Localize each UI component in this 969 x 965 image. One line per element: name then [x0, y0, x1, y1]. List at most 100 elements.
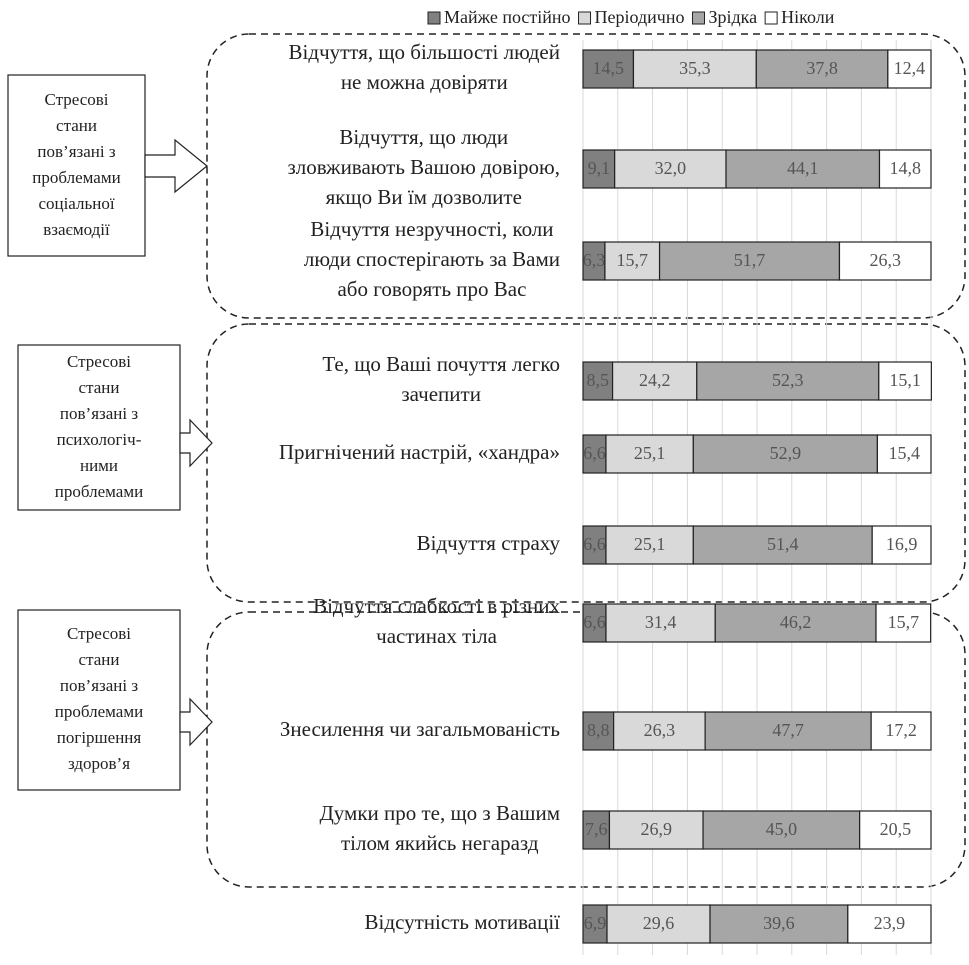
value-label: 24,2: [639, 370, 671, 390]
group-label-line: проблемами: [32, 168, 120, 187]
value-label: 46,2: [780, 612, 812, 632]
group-region: [206, 33, 966, 319]
category-label-line: Відчуття незручності, коли: [310, 217, 553, 241]
arrow: [179, 697, 213, 747]
legend-swatch: [427, 11, 441, 25]
value-label: 6,9: [584, 913, 607, 933]
category-label: Відчуття, що більшості людей не можна дов…: [289, 40, 560, 94]
bar-segment: [871, 525, 932, 565]
value-label: 20,5: [880, 819, 912, 839]
bar-segment: [755, 49, 889, 89]
value-label: 32,0: [655, 158, 687, 178]
category-label-line: зловживають Вашою довірою,: [287, 155, 560, 179]
category-label-line: Відчуття, що люди: [339, 125, 508, 149]
category-label-line: Відчуття страху: [417, 531, 561, 555]
group-label-line: Стресові: [67, 352, 131, 371]
group-box: [17, 609, 181, 791]
value-label: 9,1: [588, 158, 611, 178]
group-label-line: Стресові: [67, 624, 131, 643]
legend-label: Періодично: [595, 7, 685, 27]
bar-segment: [613, 711, 706, 751]
bar-segment: [847, 904, 932, 944]
category-label: Відчуття незручності, коли люди спостеріг…: [304, 217, 560, 301]
category-label-line: люди спостерігають за Вами: [304, 247, 560, 271]
bar-segment: [725, 149, 881, 189]
value-label: 14,8: [889, 158, 921, 178]
bar-segment: [838, 241, 932, 281]
value-label: 25,1: [634, 443, 666, 463]
category-label: Пригнічений настрій, «хандра»: [279, 440, 560, 464]
group-boxes: [7, 74, 213, 791]
legend-label: Зрідка: [708, 7, 757, 27]
group-label-line: стани: [56, 116, 97, 135]
group-label-line: пов’язані з: [60, 404, 138, 423]
category-label: Думки про те, що з Вашим тілом якийсь нег…: [319, 801, 560, 855]
value-label: 52,3: [772, 370, 804, 390]
bar-segment: [605, 603, 716, 643]
bar-segment: [859, 810, 932, 850]
group-label-line: ними: [80, 456, 118, 475]
category-label-line: або говорять про Вас: [337, 277, 526, 301]
category-label: Те, що Ваші почуття легко зачепити: [322, 352, 560, 406]
group-label-line: взаємодії: [43, 220, 110, 239]
category-label-line: Відчуття, що більшості людей: [289, 40, 560, 64]
category-label-line: Те, що Ваші почуття легко: [322, 352, 560, 376]
legend-label: Майже постійно: [444, 7, 571, 27]
value-label: 8,8: [587, 720, 610, 740]
category-label-line: зачепити: [401, 382, 481, 406]
category-label-line: Пригнічений настрій, «хандра»: [279, 440, 560, 464]
category-label: Відсутність мотивації: [365, 910, 561, 934]
group-label: Стресові стани пов’язані з проблемами соціал…: [32, 90, 120, 239]
group-label-line: пов’язані з: [37, 142, 115, 161]
value-label: 14,5: [592, 58, 624, 78]
value-label: 17,2: [885, 720, 917, 740]
bar-segment: [887, 49, 932, 89]
value-label: 44,1: [787, 158, 819, 178]
bar-segment: [876, 434, 932, 474]
category-label-line: якщо Ви їм дозволите: [326, 185, 522, 209]
value-label: 39,6: [763, 913, 795, 933]
value-label: 31,4: [645, 612, 677, 632]
value-label: 23,9: [874, 913, 906, 933]
value-label: 35,3: [679, 58, 711, 78]
group-label-line: соціальної: [38, 194, 114, 213]
group-label-line: погіршення: [57, 728, 142, 747]
category-label-line: не можна довіряти: [341, 70, 508, 94]
value-label: 26,3: [869, 250, 901, 270]
bar-segment: [696, 361, 880, 401]
bar-segment: [582, 149, 616, 189]
value-label: 25,1: [634, 534, 666, 554]
category-label-line: Відчуття слабкості в різних: [313, 594, 560, 618]
arrow: [144, 138, 208, 194]
group-label-line: проблемами: [55, 482, 143, 501]
category-label-line: Думки про те, що з Вашим: [319, 801, 560, 825]
value-label: 26,9: [641, 819, 673, 839]
bar-segment: [878, 361, 932, 401]
value-label: 8,5: [587, 370, 610, 390]
bar-segment: [606, 904, 711, 944]
value-label: 45,0: [766, 819, 798, 839]
value-label: 29,6: [643, 913, 675, 933]
bar-segment: [605, 525, 694, 565]
bar-segment: [709, 904, 849, 944]
value-label: 15,4: [888, 443, 920, 463]
bar-segment: [878, 149, 932, 189]
value-label: 16,9: [886, 534, 918, 554]
value-label: 15,1: [889, 370, 921, 390]
category-label: Знесилення чи загальмованість: [280, 717, 560, 741]
value-label: 15,7: [888, 612, 920, 632]
value-label: 37,8: [806, 58, 838, 78]
legend-swatch: [578, 11, 592, 25]
value-label: 6,6: [583, 612, 606, 632]
value-label: 7,6: [585, 819, 608, 839]
value-label: 6,6: [583, 443, 606, 463]
arrow: [179, 418, 213, 468]
group-label-line: стани: [79, 650, 120, 669]
category-label-line: Відсутність мотивації: [365, 910, 561, 934]
group-label-line: здоров’я: [68, 754, 130, 773]
bar-segment: [870, 711, 932, 751]
group-label-line: Стресові: [44, 90, 108, 109]
value-label: 12,4: [894, 58, 926, 78]
value-label: 15,7: [616, 250, 648, 270]
